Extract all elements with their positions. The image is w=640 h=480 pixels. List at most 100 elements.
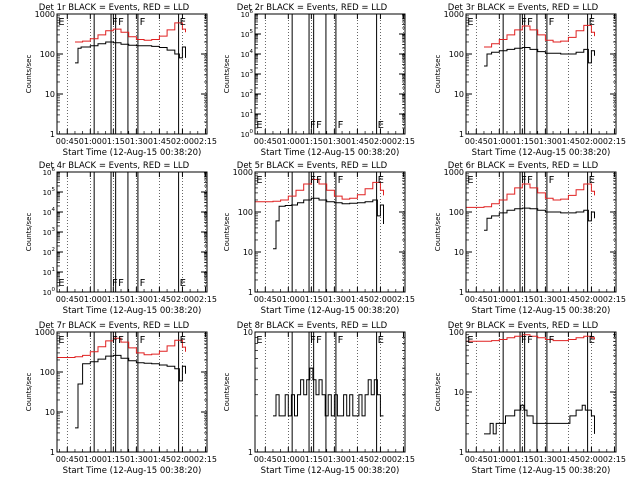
chart-title: Det 8r BLACK = Events, RED = LLD bbox=[237, 321, 388, 331]
y-tick-label: 106 bbox=[241, 9, 254, 19]
y-tick-label: 104 bbox=[241, 49, 254, 59]
y-axis-title: Counts/sec bbox=[223, 373, 231, 412]
y-tick-label: 100 bbox=[238, 208, 253, 217]
y-tick-base: 10 bbox=[43, 189, 52, 197]
y-tick-exponent: 4 bbox=[52, 207, 56, 213]
event-letter: E bbox=[378, 335, 384, 346]
y-tick-exponent: 4 bbox=[250, 49, 254, 55]
x-tick-label: 02:15 bbox=[194, 455, 217, 464]
x-tick-label: 01:45 bbox=[557, 455, 580, 464]
y-tick-base: 10 bbox=[43, 289, 52, 297]
x-tick-label: 02:15 bbox=[194, 295, 217, 304]
x-tick-label: 01:30 bbox=[534, 455, 557, 464]
x-tick-label: 01:45 bbox=[346, 137, 369, 146]
y-tick-base: 10 bbox=[241, 71, 250, 79]
series-line-lld bbox=[255, 179, 384, 203]
y-axis-title: Counts/sec bbox=[223, 213, 231, 252]
chart-title: Det 3r BLACK = Events, RED = LLD bbox=[448, 3, 599, 13]
y-tick-exponent: 5 bbox=[52, 187, 56, 193]
x-tick-label: 01:00 bbox=[277, 295, 300, 304]
event-letter: F bbox=[310, 120, 316, 131]
x-axis-title: Start Time (12-Aug-15 00:38:20) bbox=[472, 306, 611, 316]
y-tick-label: 100 bbox=[241, 129, 254, 139]
x-tick-label: 01:00 bbox=[277, 137, 300, 146]
y-tick-label: 1 bbox=[459, 288, 464, 297]
x-tick-label: 01:45 bbox=[148, 295, 171, 304]
x-tick-label: 01:15 bbox=[300, 455, 323, 464]
x-axis-title: Start Time (12-Aug-15 00:38:20) bbox=[63, 466, 202, 476]
chart-panel-2: Det 2r BLACK = Events, RED = LLD10010110… bbox=[223, 3, 415, 158]
x-tick-label: 02:15 bbox=[603, 137, 626, 146]
y-tick-label: 10 bbox=[454, 248, 464, 257]
x-axis-title: Start Time (12-Aug-15 00:38:20) bbox=[261, 306, 400, 316]
x-tick-label: 01:30 bbox=[534, 137, 557, 146]
event-letter: F bbox=[521, 175, 527, 186]
x-tick-label: 02:15 bbox=[603, 295, 626, 304]
x-axis-title: Start Time (12-Aug-15 00:38:20) bbox=[472, 466, 611, 476]
event-letter: F bbox=[118, 17, 124, 28]
x-tick-label: 01:30 bbox=[323, 137, 346, 146]
x-tick-label: 02:00 bbox=[580, 295, 603, 304]
x-tick-label: 01:00 bbox=[79, 295, 102, 304]
y-axis-title: Counts/sec bbox=[434, 213, 442, 252]
series-line-events bbox=[273, 367, 384, 417]
y-tick-base: 10 bbox=[43, 269, 52, 277]
y-tick-exponent: 6 bbox=[52, 167, 56, 173]
chart-panel-3: Det 3r BLACK = Events, RED = LLD 1 10 100 10… bbox=[434, 3, 626, 158]
y-tick-base: 10 bbox=[241, 11, 250, 19]
y-tick-label: 102 bbox=[43, 247, 55, 257]
x-tick-label: 02:15 bbox=[392, 137, 415, 146]
event-letter: E bbox=[467, 17, 473, 28]
x-tick-label: 00:45 bbox=[254, 455, 277, 464]
y-tick-base: 10 bbox=[43, 209, 52, 217]
y-tick-label: 100 bbox=[40, 50, 55, 59]
y-tick-label: 103 bbox=[241, 69, 254, 79]
event-letter: F bbox=[118, 335, 124, 346]
y-tick-base: 10 bbox=[43, 229, 52, 237]
x-tick-label: 02:00 bbox=[580, 455, 603, 464]
y-tick-label: 104 bbox=[43, 207, 56, 217]
x-tick-label: 01:00 bbox=[488, 455, 511, 464]
x-tick-label: 00:45 bbox=[254, 295, 277, 304]
series-line-events bbox=[484, 47, 595, 67]
x-tick-label: 00:45 bbox=[465, 455, 488, 464]
x-tick-label: 00:45 bbox=[56, 295, 79, 304]
plot-frame bbox=[56, 13, 208, 135]
event-letter: F bbox=[521, 17, 527, 28]
y-tick-exponent: 2 bbox=[250, 89, 254, 95]
y-tick-label: 100 bbox=[449, 328, 464, 337]
y-tick-label: 101 bbox=[241, 109, 253, 119]
x-tick-label: 01:30 bbox=[125, 295, 148, 304]
x-axis-title: Start Time (12-Aug-15 00:38:20) bbox=[261, 466, 400, 476]
event-letter: E bbox=[589, 175, 595, 186]
y-tick-label: 1 bbox=[50, 448, 55, 457]
x-axis-title: Start Time (12-Aug-15 00:38:20) bbox=[63, 148, 202, 158]
event-letter: E bbox=[180, 335, 186, 346]
y-tick-exponent: 6 bbox=[250, 9, 254, 15]
y-tick-label: 10 bbox=[243, 248, 253, 257]
x-tick-label: 00:45 bbox=[56, 137, 79, 146]
series-line-events bbox=[484, 404, 595, 435]
plot-frame bbox=[56, 171, 208, 293]
event-letter: F bbox=[527, 17, 533, 28]
event-letter: F bbox=[527, 175, 533, 186]
event-letter: F bbox=[549, 175, 555, 186]
y-tick-label: 100 bbox=[449, 50, 464, 59]
event-letter: F bbox=[338, 120, 344, 131]
event-letter: F bbox=[316, 120, 322, 131]
x-tick-label: 01:15 bbox=[300, 137, 323, 146]
x-axis-title: Start Time (12-Aug-15 00:38:20) bbox=[472, 148, 611, 158]
series-line-events bbox=[273, 197, 384, 250]
event-letter: F bbox=[549, 335, 555, 346]
y-tick-base: 10 bbox=[241, 91, 250, 99]
chart-panel-7: Det 7r BLACK = Events, RED = LLD 1 10 100 10… bbox=[25, 321, 217, 476]
chart-title: Det 5r BLACK = Events, RED = LLD bbox=[237, 161, 388, 171]
event-letter: E bbox=[256, 120, 262, 131]
x-tick-label: 00:45 bbox=[254, 137, 277, 146]
y-axis-title: Counts/sec bbox=[25, 55, 33, 94]
x-axis-title: Start Time (12-Aug-15 00:38:20) bbox=[63, 306, 202, 316]
x-tick-label: 02:15 bbox=[603, 455, 626, 464]
y-tick-label: 100 bbox=[40, 368, 55, 377]
event-letter: E bbox=[180, 278, 186, 289]
